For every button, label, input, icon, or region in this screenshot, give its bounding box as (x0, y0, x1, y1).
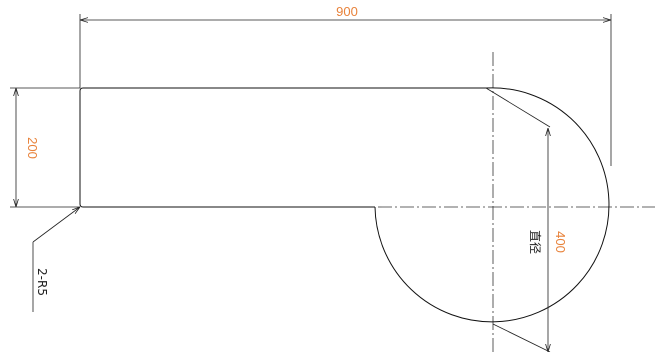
length-dimension-text: 900 (336, 4, 358, 19)
diameter-label: 直径 (528, 230, 542, 254)
length-dimension: 900 (79, 4, 612, 166)
round-end-arc (374, 87, 610, 323)
part-outline (79, 87, 610, 323)
diameter-dimension-text: 400 (553, 231, 568, 253)
fillet-note: 2-R5 (35, 268, 49, 296)
bottom-left-fillet (79, 203, 84, 208)
fillet-callout: 2-R5 (32, 207, 80, 312)
diameter-dimension: 400 直径 (485, 87, 568, 352)
height-dimension: 200 (10, 87, 80, 208)
height-dimension-text: 200 (25, 137, 40, 159)
top-left-fillet (79, 87, 84, 92)
